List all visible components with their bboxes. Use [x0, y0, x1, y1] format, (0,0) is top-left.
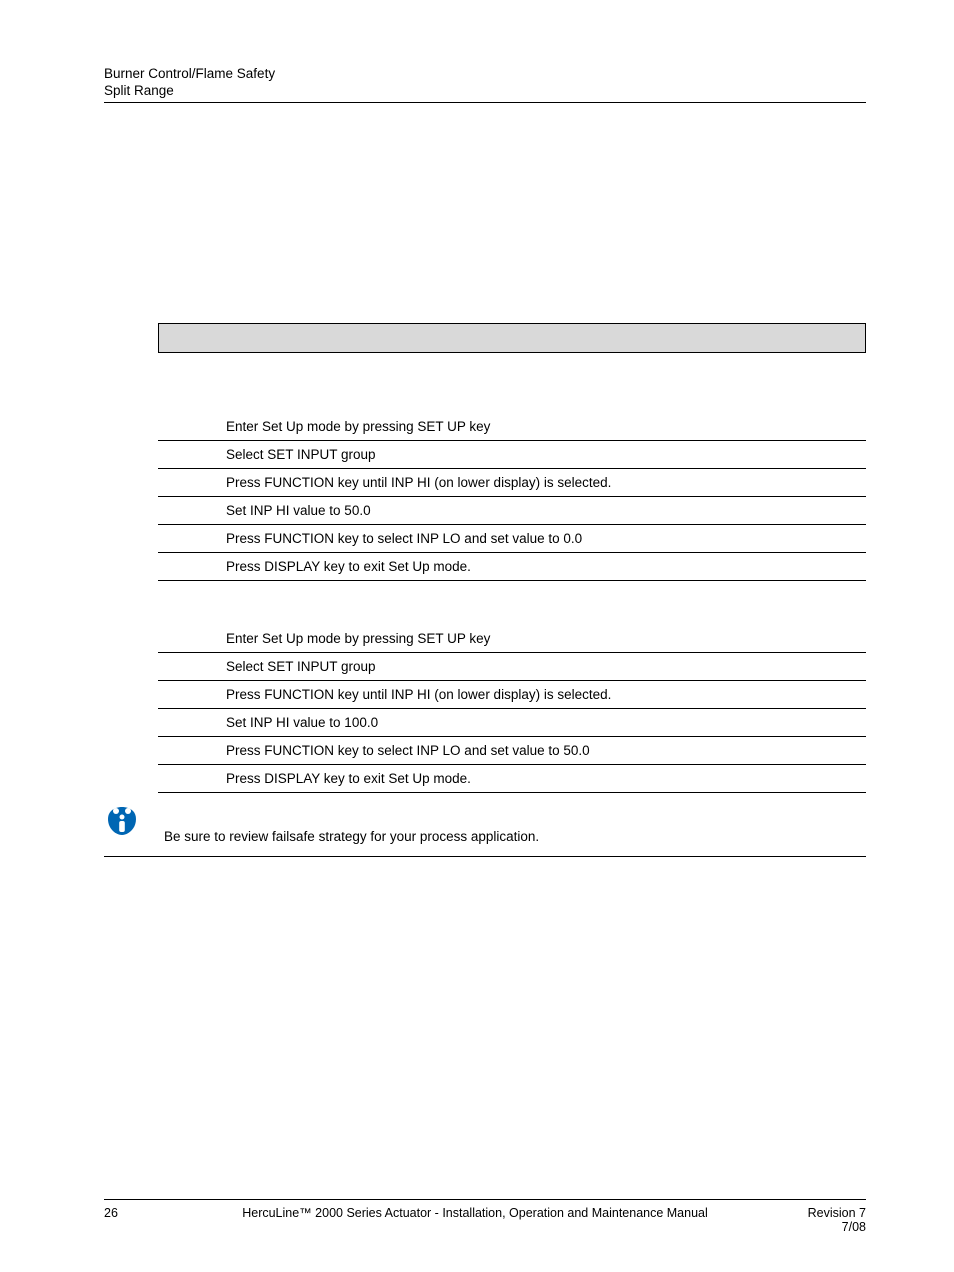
proc-cell: Select SET INPUT group [226, 447, 866, 462]
header-line-2: Split Range [104, 83, 866, 98]
footer-rule [104, 1199, 866, 1200]
step-cell [158, 771, 226, 786]
footer: 26 HercuLine™ 2000 Series Actuator - Ins… [104, 1199, 866, 1234]
proc-cell: Press DISPLAY key to exit Set Up mode. [226, 771, 866, 786]
table-row: Enter Set Up mode by pressing SET UP key [158, 625, 866, 653]
tip-text: Be sure to review failsafe strategy for … [164, 805, 539, 844]
page-number: 26 [104, 1206, 174, 1220]
tip-block: Be sure to review failsafe strategy for … [104, 805, 866, 857]
header-line-1: Burner Control/Flame Safety [104, 66, 866, 81]
header-rule [104, 102, 866, 103]
step-cell [158, 631, 226, 646]
table-row: Press DISPLAY key to exit Set Up mode. [158, 553, 866, 581]
proc-cell: Set INP HI value to 100.0 [226, 715, 866, 730]
step-cell [158, 659, 226, 674]
table-header-bar [158, 323, 866, 353]
section-1: Enter Set Up mode by pressing SET UP key… [158, 413, 866, 581]
proc-cell: Press DISPLAY key to exit Set Up mode. [226, 559, 866, 574]
proc-cell: Enter Set Up mode by pressing SET UP key [226, 419, 866, 434]
footer-line: 26 HercuLine™ 2000 Series Actuator - Ins… [104, 1206, 866, 1220]
proc-cell: Set INP HI value to 50.0 [226, 503, 866, 518]
proc-cell: Press FUNCTION key to select INP LO and … [226, 531, 866, 546]
table-row: Enter Set Up mode by pressing SET UP key [158, 413, 866, 441]
section-gap [158, 581, 866, 625]
proc-cell: Press FUNCTION key until INP HI (on lowe… [226, 687, 866, 702]
step-cell [158, 559, 226, 574]
table-row: Select SET INPUT group [158, 653, 866, 681]
step-cell [158, 743, 226, 758]
section-2: Enter Set Up mode by pressing SET UP key… [158, 625, 866, 793]
table-row: Press FUNCTION key to select INP LO and … [158, 525, 866, 553]
step-cell [158, 475, 226, 490]
step-cell [158, 531, 226, 546]
proc-cell: Select SET INPUT group [226, 659, 866, 674]
page: Burner Control/Flame Safety Split Range … [0, 0, 954, 1272]
info-icon [104, 805, 164, 837]
step-cell [158, 687, 226, 702]
step-cell [158, 503, 226, 518]
table-row: Set INP HI value to 50.0 [158, 497, 866, 525]
step-cell [158, 715, 226, 730]
proc-cell: Press FUNCTION key until INP HI (on lowe… [226, 475, 866, 490]
footer-revision: Revision 7 [796, 1206, 866, 1220]
footer-title: HercuLine™ 2000 Series Actuator - Instal… [174, 1206, 796, 1220]
step-cell [158, 419, 226, 434]
table-row: Press FUNCTION key until INP HI (on lowe… [158, 469, 866, 497]
table-row: Press FUNCTION key until INP HI (on lowe… [158, 681, 866, 709]
proc-cell: Press FUNCTION key to select INP LO and … [226, 743, 866, 758]
step-cell [158, 447, 226, 462]
procedures: Enter Set Up mode by pressing SET UP key… [158, 413, 866, 857]
table-row: Press FUNCTION key to select INP LO and … [158, 737, 866, 765]
footer-date: 7/08 [104, 1220, 866, 1234]
table-row: Set INP HI value to 100.0 [158, 709, 866, 737]
table-row: Press DISPLAY key to exit Set Up mode. [158, 765, 866, 793]
proc-cell: Enter Set Up mode by pressing SET UP key [226, 631, 866, 646]
table-row: Select SET INPUT group [158, 441, 866, 469]
